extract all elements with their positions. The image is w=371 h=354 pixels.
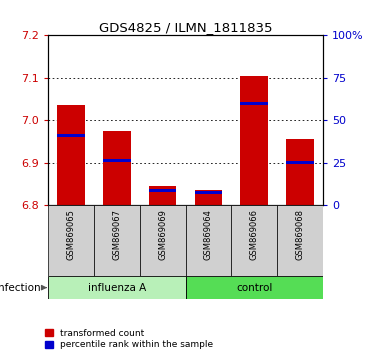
Bar: [149, 186, 176, 205]
Bar: [58, 105, 85, 205]
Bar: [140, 205, 186, 276]
Bar: [195, 190, 222, 205]
Bar: [286, 139, 313, 205]
Bar: [195, 191, 222, 194]
Text: GSM869068: GSM869068: [295, 209, 304, 260]
Bar: [94, 205, 140, 276]
Bar: [240, 102, 268, 105]
Text: GSM869069: GSM869069: [158, 209, 167, 260]
Bar: [286, 161, 313, 164]
Text: GSM869064: GSM869064: [204, 209, 213, 260]
Bar: [186, 276, 323, 299]
Bar: [48, 276, 186, 299]
Bar: [48, 205, 94, 276]
Bar: [149, 189, 176, 192]
Title: GDS4825 / ILMN_1811835: GDS4825 / ILMN_1811835: [99, 21, 272, 34]
Bar: [58, 134, 85, 137]
Bar: [277, 205, 323, 276]
Text: GSM869065: GSM869065: [67, 209, 76, 260]
Bar: [103, 159, 131, 162]
Text: control: control: [236, 282, 272, 293]
Bar: [240, 76, 268, 205]
Text: GSM869067: GSM869067: [112, 209, 121, 260]
Text: infection: infection: [0, 282, 41, 293]
Legend: transformed count, percentile rank within the sample: transformed count, percentile rank withi…: [45, 329, 213, 349]
Bar: [186, 205, 231, 276]
Text: influenza A: influenza A: [88, 282, 146, 293]
Bar: [103, 131, 131, 205]
Text: GSM869066: GSM869066: [250, 209, 259, 260]
Bar: [231, 205, 277, 276]
